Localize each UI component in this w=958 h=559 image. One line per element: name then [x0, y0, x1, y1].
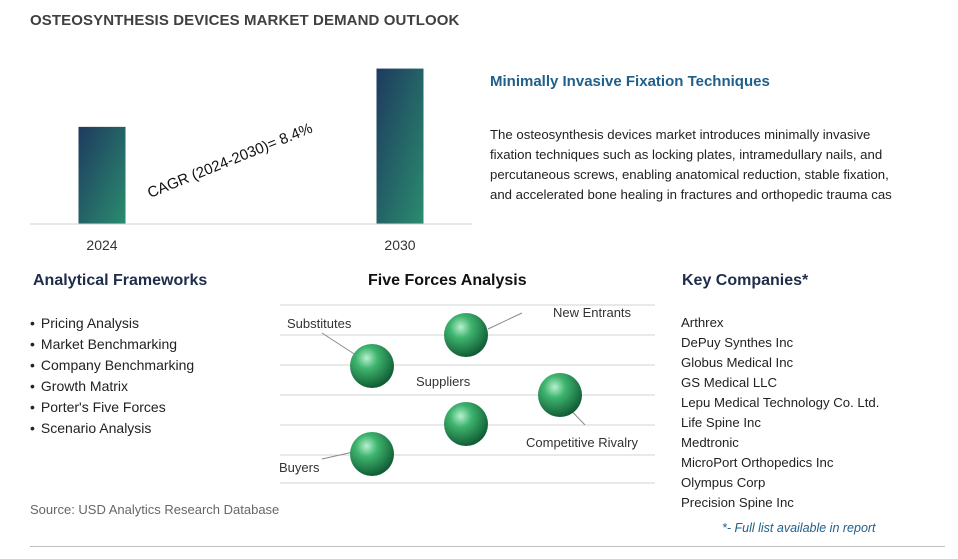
framework-item: Scenario Analysis: [30, 418, 194, 439]
full-list-note: *- Full list available in report: [722, 521, 876, 535]
framework-item: Pricing Analysis: [30, 313, 194, 334]
frameworks-list: Pricing Analysis Market Benchmarking Com…: [30, 313, 194, 439]
bar-2024: [78, 126, 126, 224]
company-item: MicroPort Orthopedics Inc: [681, 455, 834, 470]
framework-item: Growth Matrix: [30, 376, 194, 397]
x-tick-2030: 2030: [384, 237, 415, 253]
companies-heading: Key Companies*: [682, 272, 809, 289]
bottom-divider: [30, 546, 945, 547]
company-item: Arthrex: [681, 315, 724, 330]
buyers-label: Buyers: [279, 460, 320, 475]
cagr-annotation: CAGR (2024-2030)= 8.4%: [145, 120, 315, 202]
new-entrants-label: New Entrants: [553, 305, 632, 320]
company-item: GS Medical LLC: [681, 375, 778, 390]
substitutes-sphere: [350, 344, 394, 388]
bar-2030: [376, 68, 424, 224]
framework-item: Market Benchmarking: [30, 334, 194, 355]
page-title: OSTEOSYNTHESIS DEVICES MARKET DEMAND OUT…: [30, 12, 460, 29]
suppliers-label: Suppliers: [416, 374, 471, 389]
company-item: Lepu Medical Technology Co. Ltd.: [681, 395, 880, 410]
company-item: DePuy Synthes Inc: [681, 335, 794, 350]
framework-item: Company Benchmarking: [30, 355, 194, 376]
companies-list: Arthrex DePuy Synthes Inc Globus Medical…: [681, 313, 879, 513]
substitutes-label: Substitutes: [287, 316, 352, 331]
insight-line: percutaneous screws, enabling anatomical…: [490, 167, 889, 182]
x-tick-2024: 2024: [86, 237, 117, 253]
insight-title: Minimally Invasive Fixation Techniques: [490, 73, 770, 90]
bars-group: [78, 68, 424, 224]
insight-line: The osteosynthesis devices market introd…: [490, 127, 871, 142]
source-note: Source: USD Analytics Research Database: [30, 502, 280, 517]
competitive-rivalry-sphere: [538, 373, 582, 417]
market-bar-chart: 2024 2030 CAGR (2024-2030)= 8.4%: [30, 68, 472, 253]
competitive-rivalry-label: Competitive Rivalry: [526, 435, 638, 450]
buyers-sphere: [350, 432, 394, 476]
company-item: Globus Medical Inc: [681, 355, 794, 370]
new-entrants-sphere: [444, 313, 488, 357]
frameworks-heading: Analytical Frameworks: [33, 272, 208, 289]
x-tick-labels: 2024 2030: [86, 237, 415, 253]
company-item: Life Spine Inc: [681, 415, 761, 430]
insight-line: and accelerated bone healing in fracture…: [490, 187, 892, 202]
company-item: Medtronic: [681, 435, 739, 450]
insight-body: The osteosynthesis devices market introd…: [490, 125, 930, 205]
five-forces-heading: Five Forces Analysis: [368, 272, 527, 289]
company-item: Precision Spine Inc: [681, 495, 794, 510]
insight-line: fixation techniques such as locking plat…: [490, 147, 883, 162]
company-item: Olympus Corp: [681, 475, 766, 490]
suppliers-sphere: [444, 402, 488, 446]
five-forces-diagram: Substitutes New Entrants Suppliers Compe…: [279, 304, 655, 484]
framework-item: Porter's Five Forces: [30, 397, 194, 418]
